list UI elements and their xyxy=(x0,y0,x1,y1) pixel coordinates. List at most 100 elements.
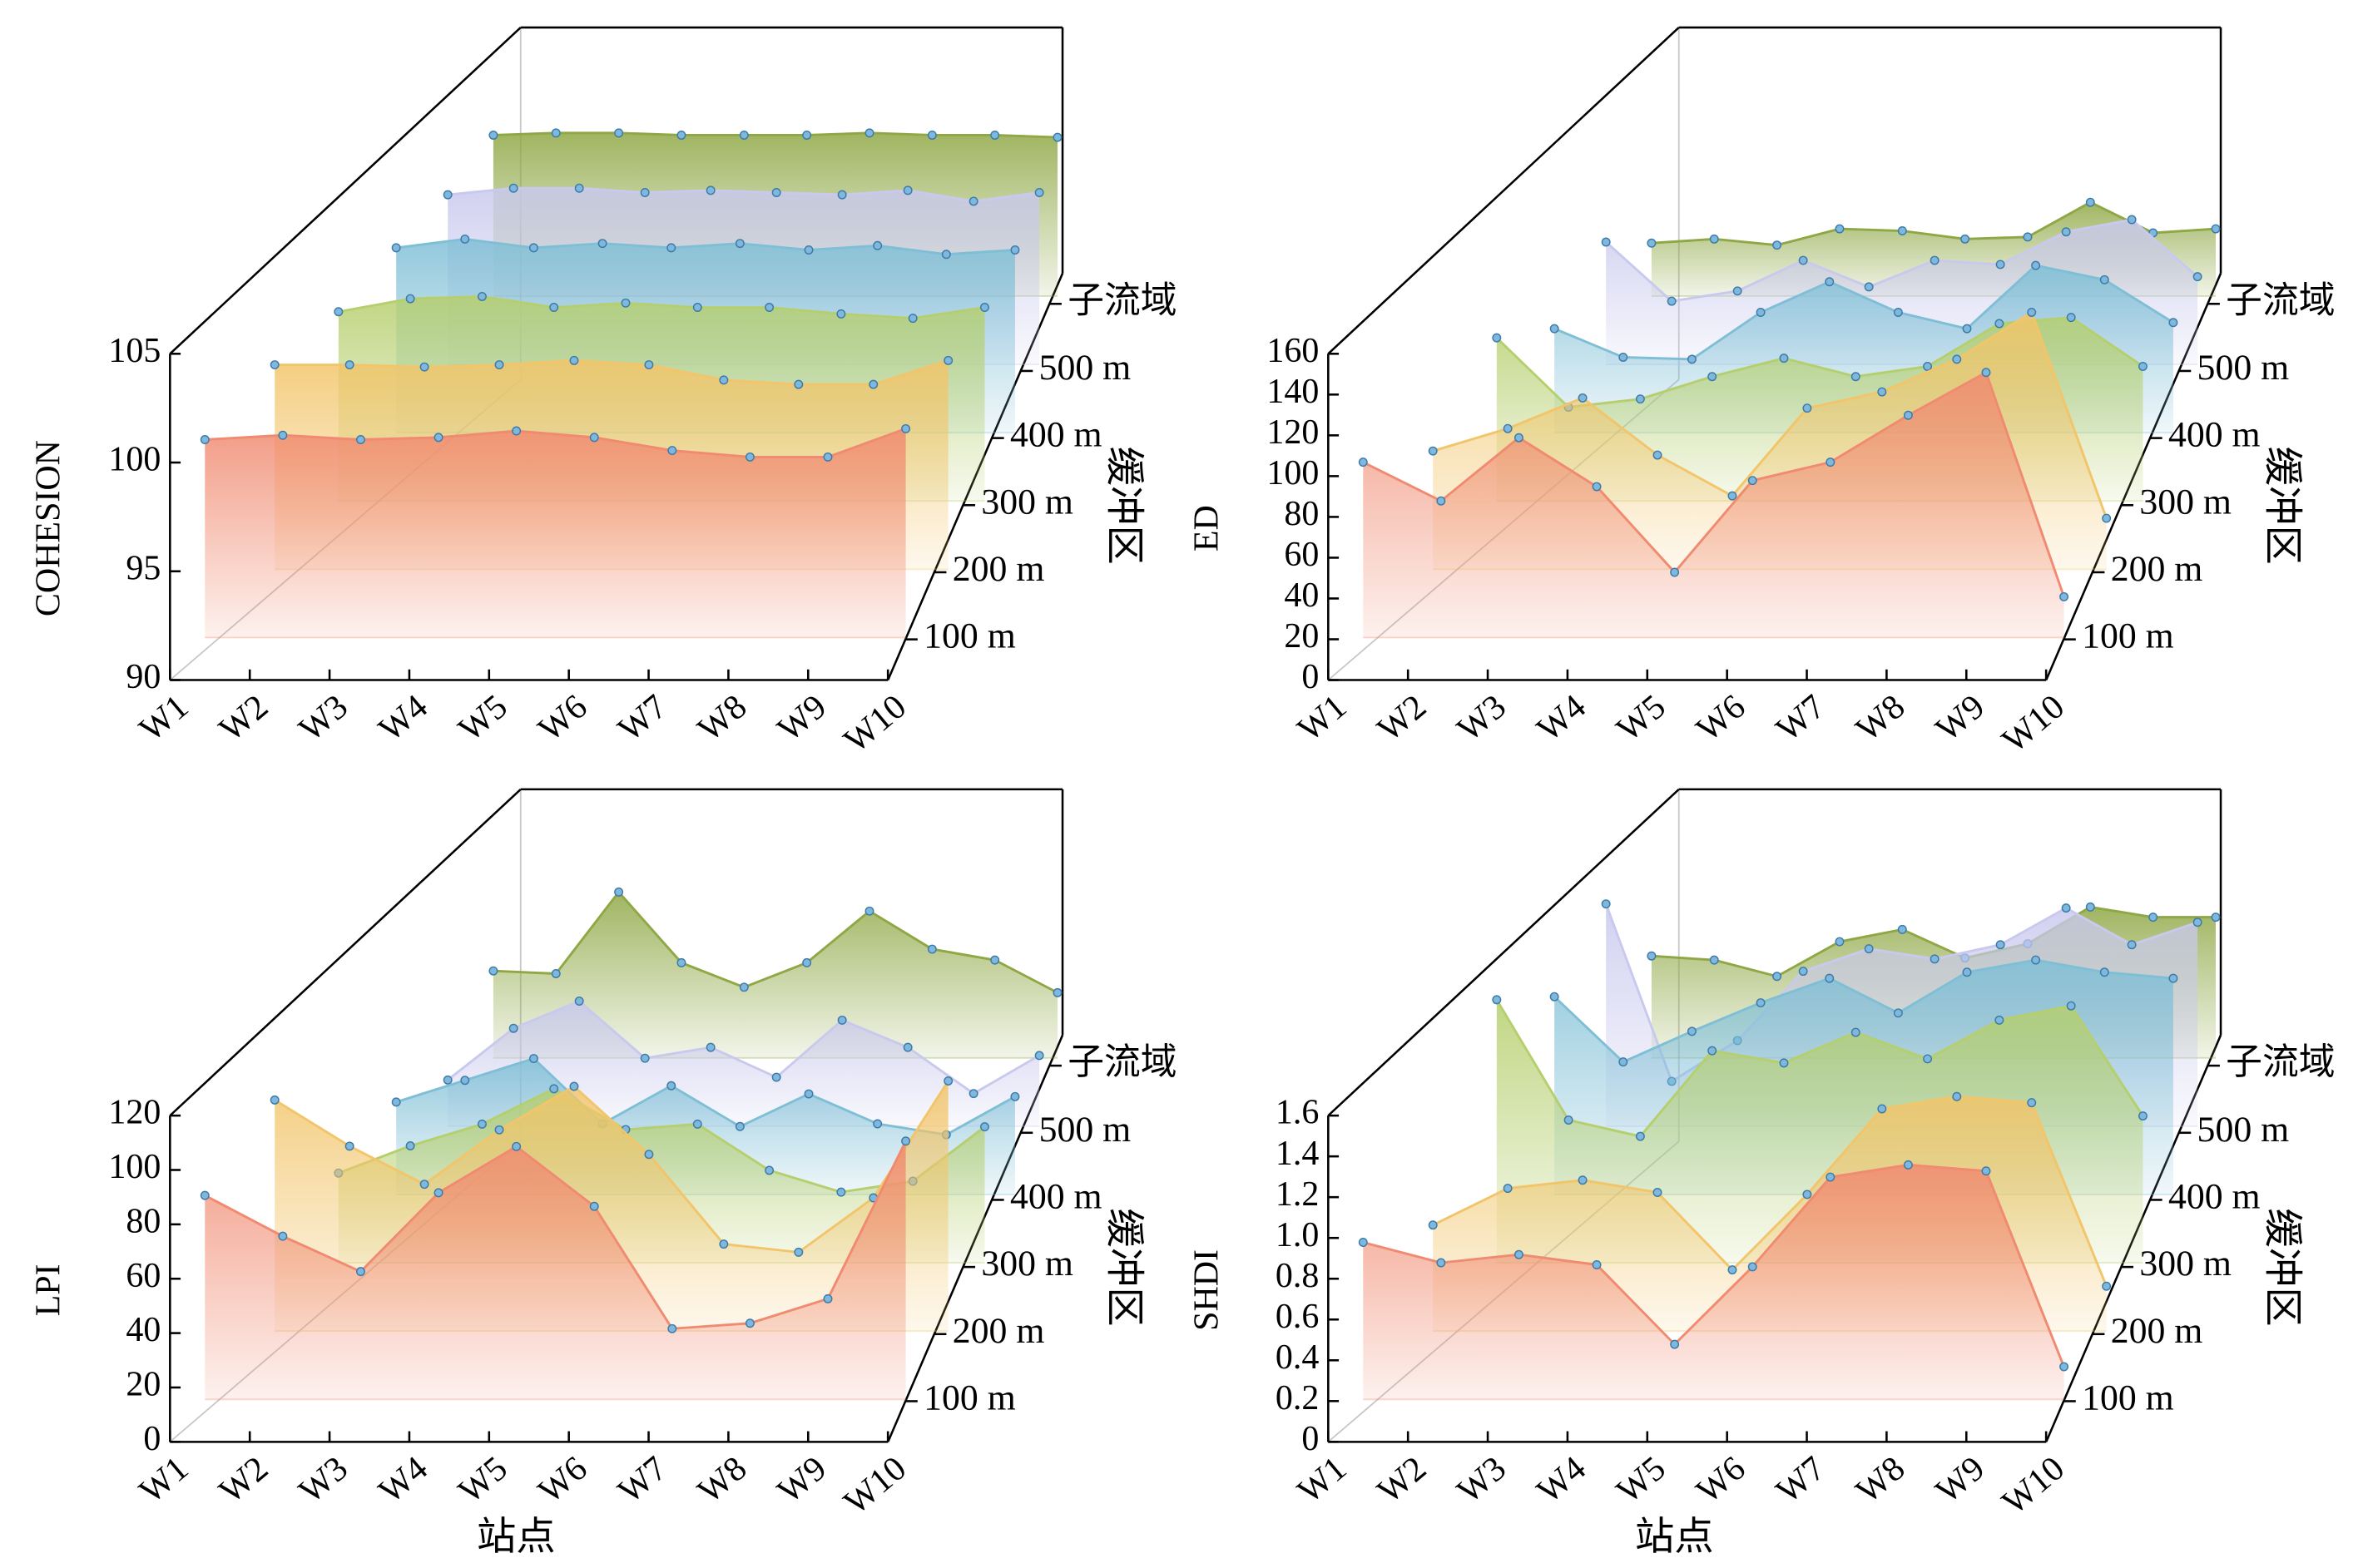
data-point xyxy=(460,1076,470,1086)
data-point xyxy=(1647,951,1657,961)
depth-label: 300 m xyxy=(981,1244,1073,1284)
data-point xyxy=(802,957,812,967)
depth-label: 200 m xyxy=(2111,549,2203,589)
data-point xyxy=(1652,450,1662,460)
depth-label: 500 m xyxy=(2197,348,2290,388)
data-point xyxy=(1962,967,1972,977)
data-point xyxy=(837,190,847,200)
data-point xyxy=(2085,197,2095,207)
data-point xyxy=(1826,1172,1835,1182)
data-point xyxy=(1601,237,1611,247)
series-line xyxy=(493,131,1058,139)
data-point xyxy=(1962,324,1972,334)
x-tick-label: W4 xyxy=(372,688,435,749)
series-line xyxy=(204,1140,907,1330)
x-axis-title: 站点 xyxy=(1635,1516,1714,1559)
series-line xyxy=(1553,264,2174,361)
data-point xyxy=(1670,567,1680,577)
ribbon-fill xyxy=(1363,1165,2064,1400)
data-point xyxy=(1428,1220,1438,1230)
data-point xyxy=(719,1239,729,1249)
data-point xyxy=(2066,1001,2076,1011)
data-point xyxy=(589,1201,599,1211)
depth-label: 200 m xyxy=(953,549,1045,589)
series-line xyxy=(395,237,1016,256)
data-point xyxy=(676,130,686,140)
z-axis-title: 缓冲区 xyxy=(2260,1208,2303,1326)
data-point xyxy=(2031,955,2041,965)
data-point xyxy=(2059,1362,2069,1372)
data-point xyxy=(1592,482,1602,492)
y-tick-label: 120 xyxy=(108,1094,161,1132)
x-tick-label: W7 xyxy=(1769,688,1832,749)
data-point xyxy=(2027,1098,2037,1108)
y-axis-title: COHESION xyxy=(30,440,68,616)
data-point xyxy=(1756,998,1766,1008)
data-point xyxy=(644,360,654,370)
y-tick-label: 0.4 xyxy=(1276,1338,1319,1377)
series-line xyxy=(338,294,985,320)
depth-label: 500 m xyxy=(1039,348,1132,388)
data-point xyxy=(745,1318,755,1328)
data-point xyxy=(278,430,288,440)
data-point xyxy=(1707,1046,1717,1056)
depth-label: 200 m xyxy=(2111,1311,2203,1351)
data-point xyxy=(1053,987,1063,997)
data-point xyxy=(405,1141,415,1151)
data-point xyxy=(706,1042,716,1052)
y-tick-label: 40 xyxy=(1284,576,1319,615)
data-point xyxy=(765,1165,775,1175)
data-point xyxy=(1503,1184,1513,1194)
data-point xyxy=(1358,1238,1368,1247)
data-point xyxy=(270,360,280,370)
data-point xyxy=(443,190,453,200)
data-point xyxy=(836,1187,846,1197)
x-tick-label: W6 xyxy=(1690,1449,1753,1511)
data-point xyxy=(1864,282,1874,292)
depth-label: 300 m xyxy=(2139,1244,2232,1284)
data-point xyxy=(873,1119,883,1129)
data-point xyxy=(1053,132,1063,142)
data-point xyxy=(2059,591,2069,601)
data-point xyxy=(1358,458,1368,467)
x-axis-title: 站点 xyxy=(477,1516,556,1559)
data-point xyxy=(1802,403,1812,413)
box-line xyxy=(169,27,522,355)
data-point xyxy=(2211,224,2221,234)
data-point xyxy=(1864,944,1874,954)
data-point xyxy=(574,997,584,1007)
x-tick-label: W9 xyxy=(770,688,834,749)
x-tick-label: W3 xyxy=(1450,1449,1513,1511)
data-point xyxy=(2066,313,2076,323)
data-point xyxy=(836,309,846,319)
data-point xyxy=(903,185,913,195)
data-point xyxy=(334,307,344,317)
data-point xyxy=(2102,513,2112,523)
data-point xyxy=(667,1323,677,1333)
data-point xyxy=(405,294,415,304)
data-point xyxy=(549,1084,559,1094)
x-tick-label: W7 xyxy=(611,1449,674,1511)
data-point xyxy=(494,1125,504,1135)
box-line xyxy=(169,788,522,1117)
data-point xyxy=(1995,260,2005,270)
depth-label: 100 m xyxy=(924,1378,1016,1418)
data-point xyxy=(355,1267,365,1277)
data-point xyxy=(344,360,354,370)
data-point xyxy=(2138,361,2148,371)
data-point xyxy=(804,1089,814,1099)
x-tick-label: W8 xyxy=(691,1449,754,1511)
data-point xyxy=(200,435,210,444)
data-point xyxy=(1772,240,1782,250)
series-line xyxy=(1605,218,2199,303)
depth-label: 100 m xyxy=(2082,616,2174,656)
depth-label: 子流域 xyxy=(2226,280,2335,320)
data-point xyxy=(1747,476,1757,486)
data-point xyxy=(864,906,874,916)
data-point xyxy=(944,355,954,365)
depth-label: 500 m xyxy=(2197,1110,2290,1150)
series-line xyxy=(205,428,907,458)
data-point xyxy=(1877,1104,1887,1114)
data-point xyxy=(508,183,518,193)
data-point xyxy=(837,1015,847,1025)
